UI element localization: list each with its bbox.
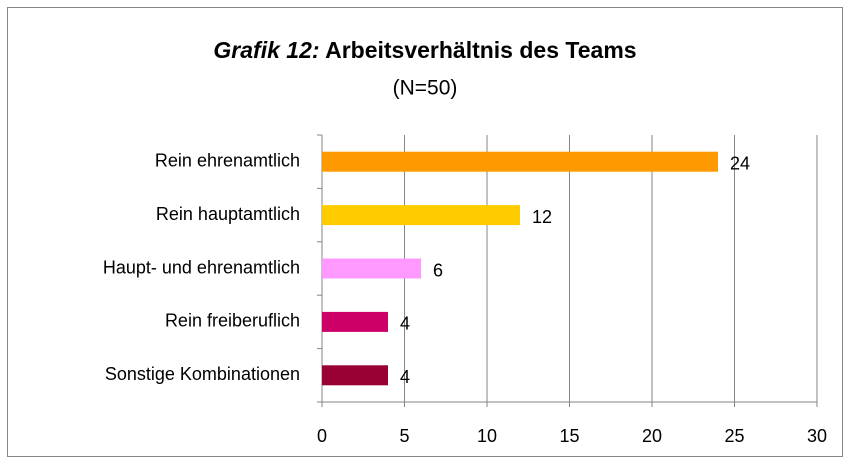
- bar: [322, 151, 718, 172]
- x-tick-label: 5: [399, 426, 409, 446]
- x-tick-label: 10: [477, 426, 497, 446]
- chart-subtitle: (N=50): [393, 77, 458, 100]
- y-tick-label: Haupt- und ehrenamtlich: [103, 257, 300, 277]
- x-tick-label: 0: [317, 426, 327, 446]
- bar: [322, 205, 520, 226]
- title-prefix: Grafik 12:: [213, 37, 319, 63]
- data-label: 24: [730, 153, 750, 173]
- x-tick-label: 30: [807, 426, 827, 446]
- chart-title: Grafik 12: Arbeitsverhältnis des Teams: [213, 37, 636, 63]
- data-label: 6: [433, 260, 443, 280]
- chart-border: [7, 7, 843, 457]
- bar: [322, 258, 421, 279]
- data-label: 12: [532, 207, 552, 227]
- bar: [322, 365, 388, 386]
- title-main: Arbeitsverhältnis des Teams: [325, 37, 636, 63]
- data-label: 4: [400, 367, 410, 387]
- bar: [322, 311, 388, 332]
- x-tick-label: 15: [559, 426, 579, 446]
- y-tick-label: Sonstige Kombinationen: [105, 364, 300, 384]
- y-tick-label: Rein freiberuflich: [165, 311, 300, 331]
- x-tick-label: 25: [724, 426, 744, 446]
- y-tick-label: Rein hauptamtlich: [156, 204, 300, 224]
- y-tick-label: Rein ehrenamtlich: [155, 150, 300, 170]
- x-tick-label: 20: [642, 426, 662, 446]
- data-label: 4: [400, 314, 410, 334]
